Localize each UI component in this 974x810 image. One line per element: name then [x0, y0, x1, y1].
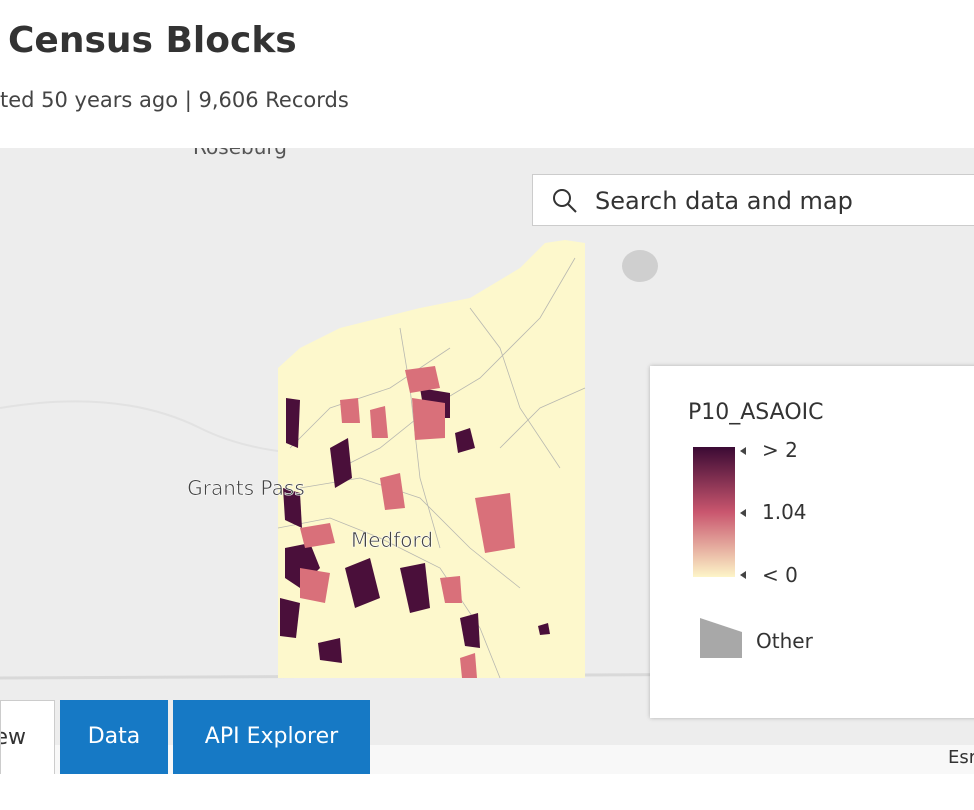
legend-other: Other: [756, 629, 813, 653]
tab-bar: Overview Data API Explorer: [0, 700, 974, 774]
legend-stop: 1.04: [762, 500, 807, 524]
subtitle: ted 50 years ago | 9,606 Records: [0, 88, 349, 112]
tab-data[interactable]: Data: [60, 700, 168, 774]
search-icon: [553, 189, 577, 213]
legend-ramp: [693, 447, 746, 579]
attribution: Esri: [948, 747, 974, 768]
map-canvas: Roseburg Grants Pass Medford: [0, 148, 974, 680]
map-label: Grants Pass: [187, 476, 305, 500]
legend-stop: > 2: [762, 438, 798, 462]
tab-overview[interactable]: Overview: [0, 700, 55, 774]
county: [278, 240, 585, 678]
tab-label: Overview: [1, 725, 26, 750]
map-label: Roseburg: [193, 148, 287, 159]
tab-label: API Explorer: [204, 724, 339, 749]
page-title: Census Blocks: [8, 20, 297, 61]
other-swatch: [700, 618, 742, 658]
legend-stop: < 0: [762, 563, 798, 587]
search-box[interactable]: Search data and map: [532, 174, 974, 226]
legend: P10_ASAOIC > 2 1.04 < 0 Other: [650, 366, 974, 718]
tab-label: Data: [87, 724, 141, 749]
tab-api-explorer[interactable]: API Explorer: [173, 700, 370, 774]
legend-field: P10_ASAOIC: [688, 400, 824, 425]
search-placeholder: Search data and map: [595, 187, 853, 215]
map-label: Medford: [351, 528, 433, 552]
